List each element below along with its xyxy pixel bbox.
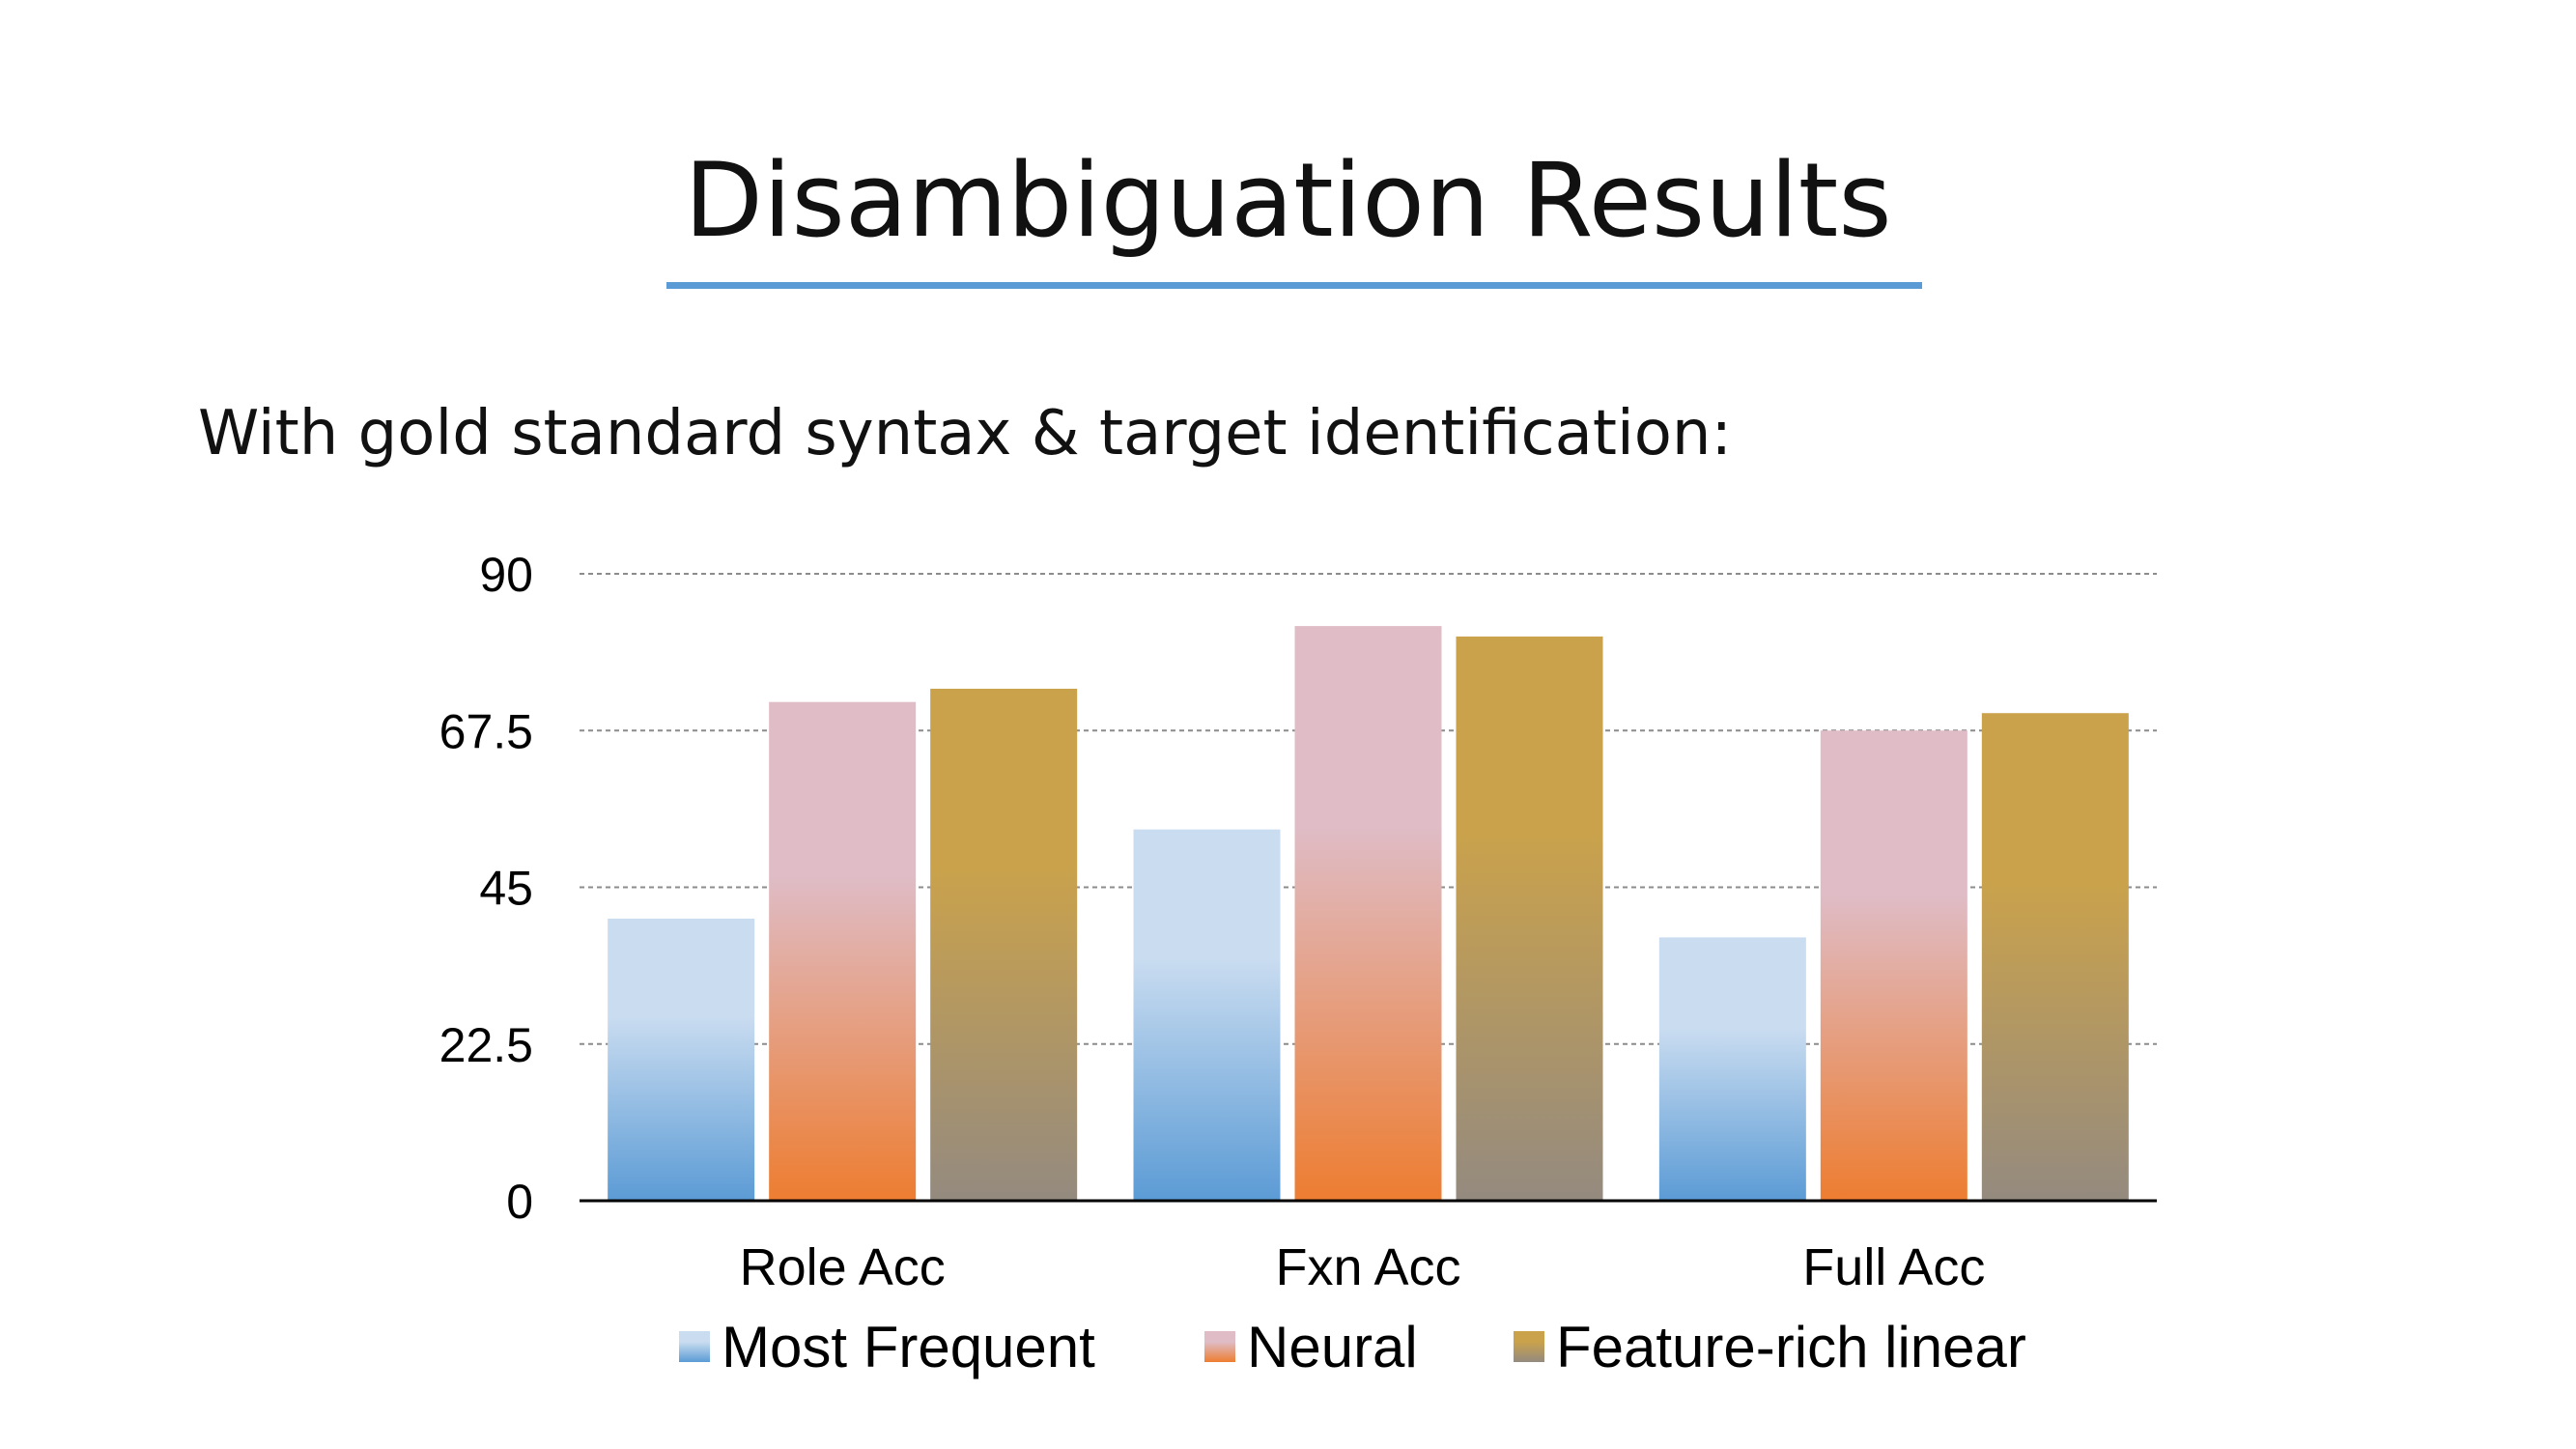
x-axis-categories: Role Acc Fxn Acc Full Acc bbox=[740, 1238, 1986, 1296]
x-category-label: Fxn Acc bbox=[1275, 1238, 1460, 1296]
legend-label: Most Frequent bbox=[722, 1315, 1095, 1379]
legend-label: Neural bbox=[1247, 1315, 1418, 1379]
bar bbox=[769, 701, 917, 1201]
x-category-label: Role Acc bbox=[740, 1238, 946, 1296]
legend-swatch bbox=[679, 1331, 710, 1362]
y-tick-label: 22.5 bbox=[439, 1018, 533, 1072]
bar bbox=[608, 918, 755, 1201]
bar bbox=[930, 688, 1078, 1201]
bar bbox=[1658, 937, 1806, 1201]
y-tick-label: 45 bbox=[479, 862, 533, 916]
slide-title: Disambiguation Results bbox=[684, 141, 1892, 260]
chart-bars bbox=[608, 626, 2129, 1201]
title-underline bbox=[666, 282, 1922, 289]
y-tick-label: 67.5 bbox=[439, 704, 533, 758]
y-tick-label: 0 bbox=[506, 1175, 533, 1229]
y-tick-label: 90 bbox=[479, 548, 533, 602]
bar bbox=[1981, 713, 2129, 1201]
legend-label: Feature-rich linear bbox=[1556, 1315, 2026, 1379]
x-category-label: Full Acc bbox=[1802, 1238, 1985, 1296]
bar bbox=[1294, 626, 1442, 1201]
legend-swatch bbox=[1514, 1331, 1544, 1362]
bar bbox=[1133, 829, 1281, 1201]
legend-swatch bbox=[1204, 1331, 1235, 1362]
bar bbox=[1820, 730, 1967, 1201]
bar bbox=[1456, 636, 1603, 1201]
y-axis-ticks: 0 22.5 45 67.5 90 bbox=[439, 548, 533, 1229]
chart-legend: Most Frequent Neural Feature-rich linear bbox=[679, 1315, 2026, 1379]
slide-subtitle: With gold standard syntax & target ident… bbox=[198, 398, 1732, 469]
